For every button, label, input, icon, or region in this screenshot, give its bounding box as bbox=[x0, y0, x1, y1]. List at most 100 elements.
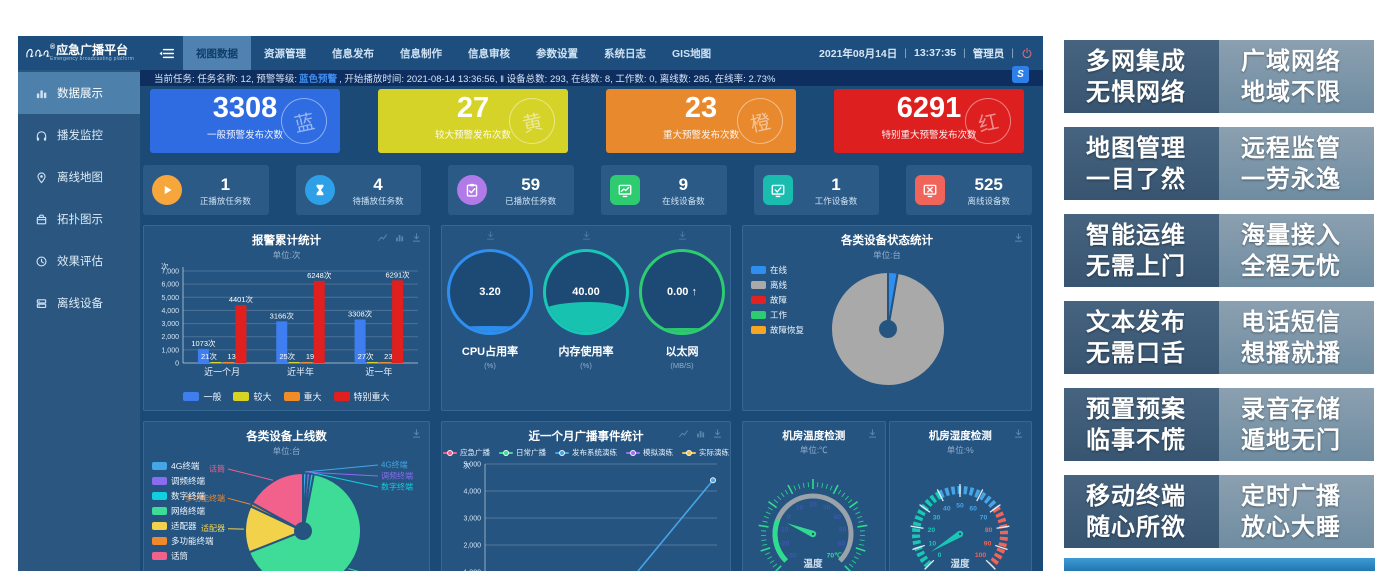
nav-item-5[interactable]: 信息审核 bbox=[468, 47, 510, 60]
legend-item[interactable]: 话筒 bbox=[152, 550, 214, 562]
tile-body: 1 正播放任务数 bbox=[182, 174, 269, 207]
brand-script-mark bbox=[26, 48, 50, 58]
legend-item[interactable]: 故障 bbox=[751, 294, 804, 306]
legend-item[interactable]: 重大 bbox=[283, 390, 322, 403]
svg-text:4G终端: 4G终端 bbox=[381, 460, 408, 470]
legend-label: 故障 bbox=[770, 295, 788, 305]
feature-row-3: 智能运维 无需上门 海量接入 全程无忧 bbox=[1064, 214, 1374, 287]
nav-item-1[interactable]: 视图数据 bbox=[183, 36, 251, 70]
bar-chart-icon[interactable] bbox=[695, 428, 706, 439]
device-status-pie: 在线离线故障工作故障恢复 bbox=[743, 261, 1031, 409]
status-bar: 当前任务: 任务名称: 12, 预警等级: 蓝色预警 , 开始播放时间: 202… bbox=[140, 70, 1043, 86]
legend-item[interactable]: 特别重大 bbox=[333, 390, 390, 403]
download-icon[interactable] bbox=[1013, 232, 1024, 243]
feature-line: 多网集成 bbox=[1086, 47, 1186, 75]
sidebar-item-label: 数据展示 bbox=[57, 88, 103, 100]
svg-text:60: 60 bbox=[838, 541, 846, 548]
download-icon[interactable] bbox=[581, 230, 592, 241]
system-liquid-gauges: 3.20 CPU占用率 (%) 40.00 内存使用率 (%) 0.00 ↑ 以太网 (MB/S… bbox=[442, 226, 730, 370]
bar-chart-icon bbox=[396, 234, 404, 242]
floating-widget-button[interactable]: S bbox=[1012, 66, 1029, 83]
download-icon[interactable] bbox=[411, 232, 422, 243]
sidebar-item-3[interactable]: 离线地图 bbox=[18, 156, 140, 198]
legend-item[interactable]: 实际演练 bbox=[682, 447, 729, 458]
kpi-value: 27 bbox=[456, 92, 490, 124]
svg-text:0: 0 bbox=[937, 552, 941, 559]
legend-item[interactable]: 应急广播 bbox=[443, 447, 490, 458]
svg-text:30: 30 bbox=[823, 505, 831, 512]
logout-power-icon[interactable] bbox=[1021, 47, 1033, 59]
gauge-unit: (MB/S) bbox=[670, 361, 694, 370]
nav-item-8[interactable]: GIS地图 bbox=[672, 47, 712, 60]
sidebar-item-2[interactable]: 播发监控 bbox=[18, 114, 140, 156]
tile-label: 工作设备数 bbox=[814, 195, 858, 206]
nav-item-7[interactable]: 系统日志 bbox=[604, 47, 646, 60]
legend-swatch bbox=[152, 477, 167, 485]
svg-text:5,000: 5,000 bbox=[161, 295, 179, 302]
svg-text:6291次: 6291次 bbox=[385, 269, 410, 279]
svg-text:21次: 21次 bbox=[201, 351, 217, 361]
download-icon[interactable] bbox=[485, 230, 496, 241]
legend-item[interactable]: 网络终端 bbox=[152, 505, 214, 517]
feature-cell: 地图管理 一目了然 bbox=[1064, 127, 1219, 200]
svg-text:25次: 25次 bbox=[279, 351, 295, 361]
feature-cell: 电话短信 想播就播 bbox=[1219, 301, 1374, 374]
tile-label: 待播放任务数 bbox=[352, 195, 404, 206]
sidebar-item-5[interactable]: 效果评估 bbox=[18, 240, 140, 282]
svg-text:20: 20 bbox=[809, 501, 817, 508]
sidebar-item-1[interactable]: 数据展示 bbox=[18, 72, 140, 114]
download-icon[interactable] bbox=[867, 428, 878, 439]
legend-item[interactable]: 工作 bbox=[751, 309, 804, 321]
kpi-card-3: 23 重大预警发布次数橙 bbox=[606, 89, 796, 153]
legend-item[interactable]: 4G终端 bbox=[152, 460, 214, 472]
nav-item-3[interactable]: 信息发布 bbox=[332, 47, 374, 60]
header-user[interactable]: 管理员 bbox=[972, 47, 1005, 60]
legend-item[interactable]: 较大 bbox=[233, 390, 272, 403]
legend-item[interactable]: 调频终端 bbox=[152, 475, 214, 487]
task-tile-1: 1 正播放任务数 bbox=[143, 165, 269, 215]
legend-item[interactable]: 故障恢复 bbox=[751, 324, 804, 336]
legend-item[interactable]: 适配器 bbox=[152, 520, 214, 532]
svg-text:多功能终端: 多功能终端 bbox=[185, 493, 225, 503]
tile-value: 1 bbox=[220, 174, 231, 194]
download-icon bbox=[486, 231, 494, 240]
line-chart-icon[interactable] bbox=[678, 428, 689, 439]
sidebar-item-4[interactable]: 拓扑图示 bbox=[18, 198, 140, 240]
nav-item-2[interactable]: 资源管理 bbox=[264, 47, 306, 60]
env-gauge-pair: 机房温度检测 单位:℃ -30 -20 -10 0 10 20 30 40 50 60 70℃ 温度 … bbox=[742, 421, 1032, 571]
download-icon[interactable] bbox=[411, 428, 422, 439]
svg-text:0: 0 bbox=[175, 361, 179, 368]
legend-item[interactable]: 一般 bbox=[183, 390, 221, 403]
bar-chart-icon[interactable] bbox=[394, 232, 405, 243]
legend-marker bbox=[555, 449, 569, 456]
legend-item[interactable]: 数字终端 bbox=[152, 490, 214, 502]
monitor-x-icon bbox=[923, 184, 937, 198]
legend-item[interactable]: 模拟演练 bbox=[626, 447, 673, 458]
nav-item-6[interactable]: 参数设置 bbox=[536, 47, 578, 60]
line-chart-icon[interactable] bbox=[377, 232, 388, 243]
panel-system-monitor: 3.20 CPU占用率 (%) 40.00 内存使用率 (%) 0.00 ↑ 以太网 (MB/S… bbox=[441, 225, 731, 411]
tile-value: 9 bbox=[678, 174, 689, 194]
download-icon[interactable] bbox=[677, 230, 688, 241]
sidebar-item-6[interactable]: 离线设备 bbox=[18, 282, 140, 324]
legend-marker bbox=[626, 449, 640, 456]
task-tile-2: 4 待播放任务数 bbox=[295, 165, 422, 215]
svg-text:27次: 27次 bbox=[358, 351, 374, 361]
download-icon[interactable] bbox=[712, 428, 723, 439]
sidebar-collapse-icon[interactable] bbox=[158, 45, 175, 62]
legend-item[interactable]: 多功能终端 bbox=[152, 535, 214, 547]
legend-item[interactable]: 发布系统演练 bbox=[555, 447, 617, 458]
legend-marker bbox=[682, 449, 696, 456]
sidebar-item-label: 拓扑图示 bbox=[57, 214, 103, 226]
legend-item[interactable]: 日常广播 bbox=[499, 447, 546, 458]
nav-item-4[interactable]: 信息制作 bbox=[400, 47, 442, 60]
task-tile-3: 59 已播放任务数 bbox=[448, 165, 575, 215]
download-icon[interactable] bbox=[1013, 428, 1024, 439]
legend-item[interactable]: 在线 bbox=[751, 264, 804, 276]
legend-item[interactable]: 离线 bbox=[751, 279, 804, 291]
sidebar: 数据展示播发监控 离线地图拓扑图示效果评估 离线设备 bbox=[18, 70, 140, 571]
header-time: 13:37:35 bbox=[914, 47, 957, 59]
svg-text:100: 100 bbox=[975, 552, 987, 559]
hourglass-badge bbox=[304, 175, 335, 205]
